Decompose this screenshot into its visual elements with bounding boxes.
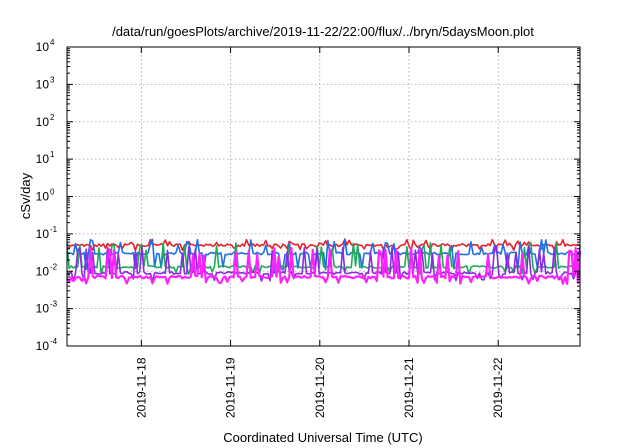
series-group [66, 238, 582, 285]
y-tick-label: 10 [36, 77, 50, 91]
y-tick-exponent: 2 [50, 113, 55, 122]
series-line [66, 238, 580, 271]
y-tick-label: 10 [36, 152, 50, 166]
grid [67, 47, 580, 346]
y-tick-exponent: -4 [50, 337, 58, 346]
x-tick-label: 2019-11-18 [134, 357, 148, 418]
y-tick-label: 10 [36, 302, 50, 316]
x-tick-label: 2019-11-21 [402, 357, 416, 418]
x-axis-label: Coordinated Universal Time (UTC) [223, 430, 422, 445]
chart-title: /data/run/goesPlots/archive/2019-11-22/2… [112, 24, 534, 39]
y-tick-exponent: 1 [50, 150, 55, 159]
x-tick-label: 2019-11-22 [491, 357, 505, 418]
y-axis-label: cSv/day [18, 172, 33, 219]
y-tick-label: 10 [36, 40, 50, 54]
y-tick-label: 10 [36, 190, 50, 204]
x-axis: 2019-11-18 2019-11-19 2019-11-20 2019-11-21… [134, 47, 505, 418]
y-tick-exponent: -2 [50, 262, 58, 271]
series-line [66, 247, 582, 285]
y-tick-exponent: -3 [50, 300, 58, 309]
x-tick-label: 2019-11-19 [224, 357, 238, 418]
y-tick-exponent: 4 [50, 38, 55, 47]
y-tick-exponent: 3 [50, 75, 55, 84]
y-tick-label: 10 [36, 115, 50, 129]
y-tick-exponent: -1 [50, 225, 58, 234]
y-tick-label: 10 [36, 339, 50, 353]
series-line [66, 241, 581, 276]
y-tick-exponent: 0 [50, 188, 55, 197]
x-tick-label: 2019-11-20 [313, 357, 327, 418]
y-tick-label: 10 [36, 264, 50, 278]
y-tick-label: 10 [36, 227, 50, 241]
